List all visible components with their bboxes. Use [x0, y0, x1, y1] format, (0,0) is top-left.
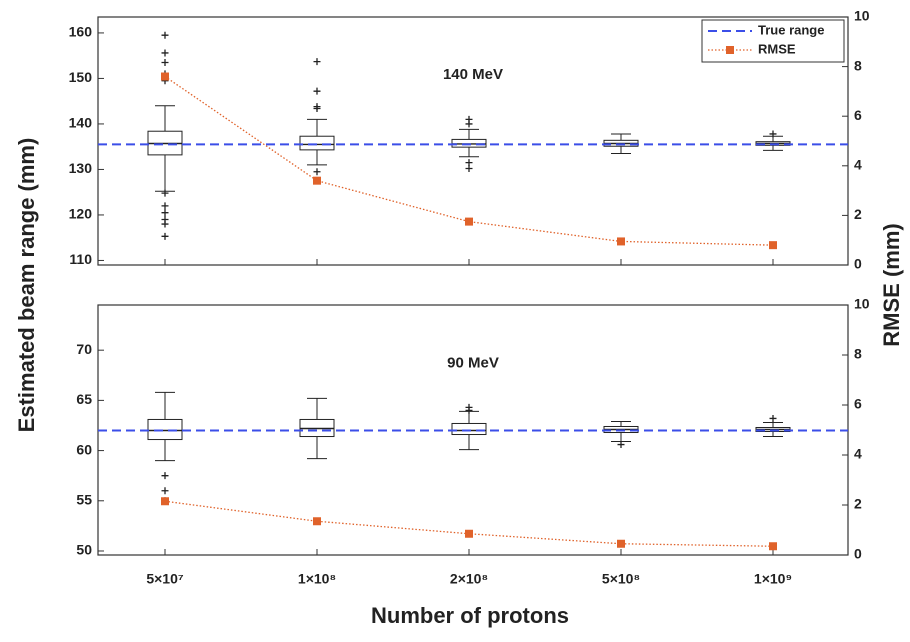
flier	[161, 232, 169, 240]
flier	[161, 220, 169, 228]
flier	[161, 472, 169, 480]
legend-box	[701, 19, 845, 63]
y-tick-label: 70	[76, 341, 92, 357]
flier	[465, 159, 473, 167]
box	[147, 418, 183, 441]
flier	[313, 104, 321, 112]
flier	[161, 49, 169, 57]
flier	[617, 441, 625, 449]
rmse-marker	[161, 72, 169, 81]
x-tick-label: 1×10⁹	[754, 571, 792, 587]
box	[451, 422, 487, 436]
y2-tick-label: 6	[854, 396, 862, 412]
y-tick-label: 65	[76, 391, 92, 407]
flier	[465, 165, 473, 173]
rmse-marker	[617, 237, 625, 246]
flier	[769, 130, 777, 138]
panel-title: 140 MeV	[443, 66, 503, 83]
y2-tick-label: 10	[854, 8, 870, 24]
legend-label: True range	[758, 22, 824, 37]
y2-tick-label: 8	[854, 346, 862, 362]
x-tick-label: 5×10⁷	[146, 571, 184, 587]
flier	[161, 189, 169, 197]
y-tick-label: 60	[76, 441, 92, 457]
flier	[465, 120, 473, 128]
plot-frame	[97, 16, 849, 266]
y2-tick-label: 6	[854, 107, 862, 123]
y2-axis-label: RMSE (mm)	[879, 223, 904, 346]
flier	[161, 31, 169, 39]
y2-tick-label: 0	[854, 546, 862, 562]
flier	[313, 58, 321, 66]
y-tick-label: 130	[69, 160, 93, 176]
x-axis-label: Number of protons	[371, 603, 569, 628]
x-tick-label: 1×10⁸	[298, 571, 336, 587]
flier	[313, 87, 321, 95]
rmse-marker	[769, 241, 777, 250]
rmse-marker	[161, 497, 169, 506]
y2-tick-label: 2	[854, 496, 862, 512]
y2-tick-label: 4	[854, 446, 862, 462]
rmse-marker	[769, 542, 777, 551]
y2-tick-label: 0	[854, 256, 862, 272]
y-tick-label: 120	[69, 206, 93, 222]
rmse-line	[164, 75, 774, 246]
rmse-marker	[465, 217, 473, 226]
rmse-marker	[313, 517, 321, 526]
flier	[465, 406, 473, 414]
y-tick-label: 110	[69, 251, 92, 267]
rmse-marker	[465, 529, 473, 538]
x-tick-label: 2×10⁸	[450, 571, 488, 587]
y-tick-label: 50	[76, 542, 92, 558]
rmse-line	[164, 500, 774, 547]
legend-marker	[726, 46, 734, 54]
legend-label: RMSE	[758, 41, 796, 56]
y2-tick-label: 8	[854, 57, 862, 73]
flier	[769, 414, 777, 422]
flier	[161, 209, 169, 217]
y2-tick-label: 2	[854, 206, 862, 222]
rmse-marker	[313, 176, 321, 185]
panel-title: 90 MeV	[447, 355, 499, 372]
flier	[161, 487, 169, 495]
y2-tick-label: 4	[854, 157, 862, 173]
rmse-marker	[617, 539, 625, 548]
flier	[161, 59, 169, 67]
flier	[313, 168, 321, 176]
y-axis-label: Estimated beam range (mm)	[14, 138, 39, 433]
y-tick-label: 55	[76, 491, 92, 507]
y-tick-label: 150	[69, 69, 93, 85]
y2-tick-label: 10	[854, 296, 870, 312]
x-tick-label: 5×10⁸	[602, 571, 640, 587]
flier	[161, 202, 169, 210]
box	[299, 135, 335, 151]
y-tick-label: 160	[69, 24, 93, 40]
y-tick-label: 140	[69, 115, 93, 131]
